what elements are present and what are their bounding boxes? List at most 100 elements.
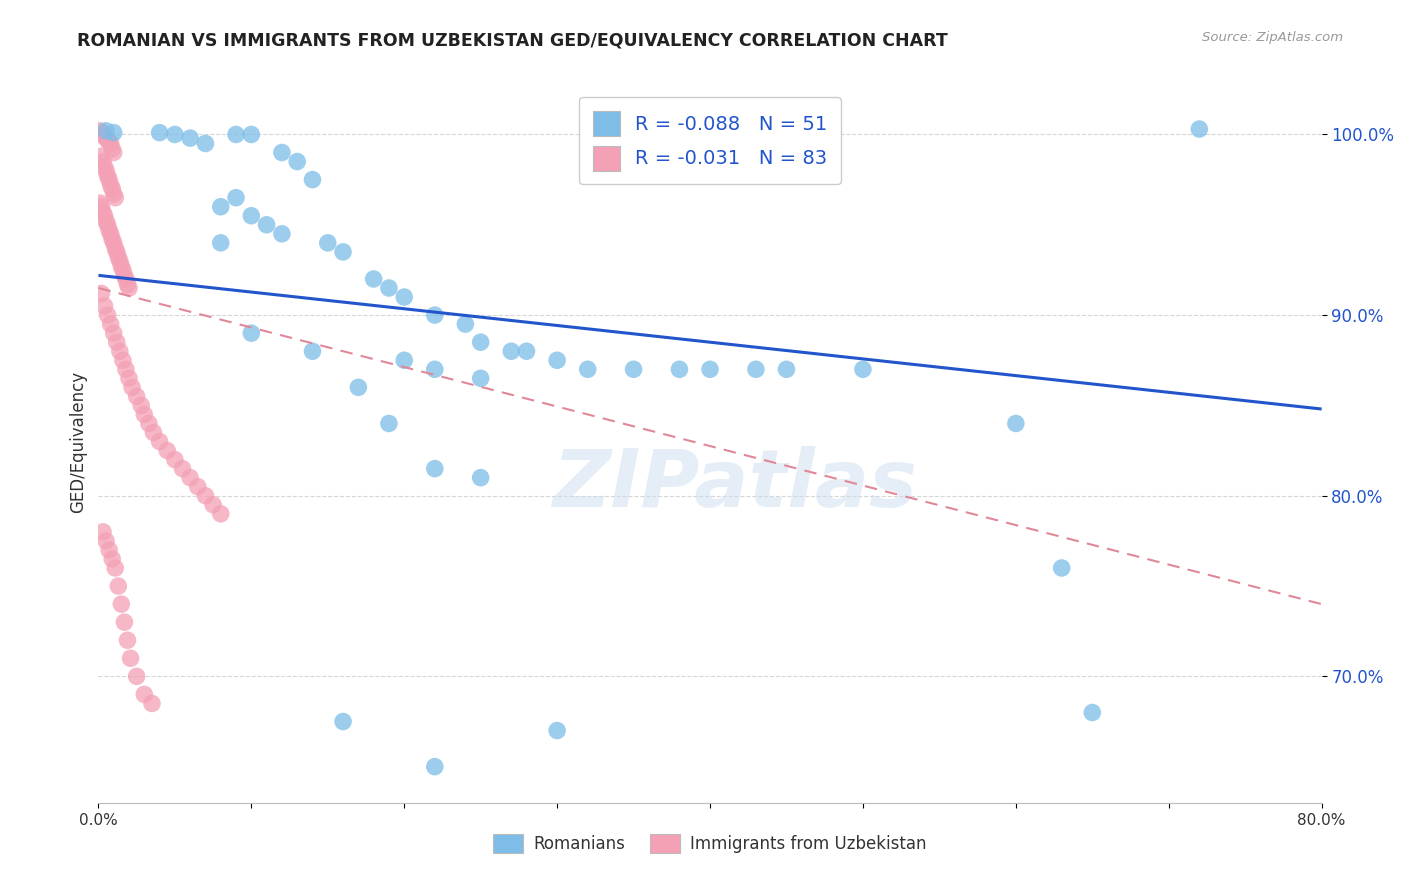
- Point: [100, 178, 122, 192]
- Point: [1081, 706, 1104, 720]
- Point: [101, 232, 124, 246]
- Point: [100, 317, 122, 331]
- Point: [115, 272, 138, 286]
- Point: [105, 335, 128, 350]
- Point: [209, 200, 232, 214]
- Point: [103, 126, 125, 140]
- Point: [179, 470, 201, 484]
- Point: [240, 326, 263, 340]
- Point: [347, 380, 370, 394]
- Point: [576, 362, 599, 376]
- Point: [699, 362, 721, 376]
- Point: [112, 268, 135, 283]
- Point: [125, 389, 148, 403]
- Point: [623, 362, 645, 376]
- Point: [470, 371, 492, 385]
- Point: [187, 480, 209, 494]
- Point: [110, 260, 132, 274]
- Point: [668, 362, 690, 376]
- Point: [103, 145, 125, 160]
- Point: [117, 277, 139, 292]
- Point: [1050, 561, 1073, 575]
- Y-axis label: GED/Equivalency: GED/Equivalency: [69, 370, 87, 513]
- Point: [93, 299, 115, 313]
- Point: [117, 633, 139, 648]
- Point: [90, 149, 112, 163]
- Point: [546, 353, 568, 368]
- Point: [103, 235, 125, 250]
- Point: [125, 669, 148, 683]
- Point: [107, 250, 129, 264]
- Point: [111, 353, 134, 368]
- Point: [392, 353, 416, 368]
- Point: [104, 241, 127, 255]
- Point: [501, 344, 523, 359]
- Point: [94, 533, 117, 548]
- Point: [470, 470, 492, 484]
- Point: [1004, 417, 1026, 431]
- Point: [97, 133, 120, 147]
- Point: [316, 235, 339, 250]
- Point: [775, 362, 797, 376]
- Point: [179, 131, 201, 145]
- Point: [94, 124, 117, 138]
- Point: [91, 154, 114, 169]
- Point: [270, 227, 292, 241]
- Point: [104, 561, 127, 575]
- Point: [745, 362, 768, 376]
- Point: [93, 209, 115, 223]
- Point: [104, 191, 127, 205]
- Point: [100, 227, 122, 241]
- Point: [301, 344, 323, 359]
- Point: [129, 398, 152, 412]
- Point: [423, 461, 446, 475]
- Point: [94, 131, 117, 145]
- Point: [332, 714, 354, 729]
- Point: [98, 172, 121, 186]
- Point: [194, 489, 217, 503]
- Point: [118, 281, 141, 295]
- Point: [240, 209, 263, 223]
- Point: [90, 200, 112, 214]
- Point: [332, 244, 354, 259]
- Point: [423, 759, 446, 773]
- Point: [202, 498, 225, 512]
- Point: [97, 308, 120, 322]
- Point: [107, 579, 129, 593]
- Point: [89, 124, 111, 138]
- Point: [423, 308, 446, 322]
- Point: [91, 128, 114, 142]
- Point: [454, 317, 477, 331]
- Point: [270, 145, 292, 160]
- Point: [93, 129, 115, 144]
- Point: [172, 461, 194, 475]
- Point: [108, 253, 131, 268]
- Point: [118, 371, 141, 385]
- Point: [470, 335, 492, 350]
- Point: [546, 723, 568, 738]
- Point: [516, 344, 538, 359]
- Text: Source: ZipAtlas.com: Source: ZipAtlas.com: [1202, 31, 1343, 45]
- Point: [378, 417, 401, 431]
- Point: [89, 196, 111, 211]
- Point: [115, 362, 138, 376]
- Point: [91, 524, 114, 539]
- Point: [98, 542, 121, 557]
- Point: [138, 417, 160, 431]
- Point: [103, 326, 125, 340]
- Point: [301, 172, 323, 186]
- Point: [392, 290, 416, 304]
- Point: [101, 552, 124, 566]
- Point: [225, 128, 247, 142]
- Legend: Romanians, Immigrants from Uzbekistan: Romanians, Immigrants from Uzbekistan: [486, 827, 934, 860]
- Point: [209, 235, 232, 250]
- Point: [101, 181, 124, 195]
- Point: [103, 187, 125, 202]
- Point: [91, 205, 114, 219]
- Point: [852, 362, 875, 376]
- Point: [134, 687, 156, 701]
- Point: [423, 362, 446, 376]
- Point: [90, 286, 112, 301]
- Point: [111, 263, 134, 277]
- Point: [149, 126, 172, 140]
